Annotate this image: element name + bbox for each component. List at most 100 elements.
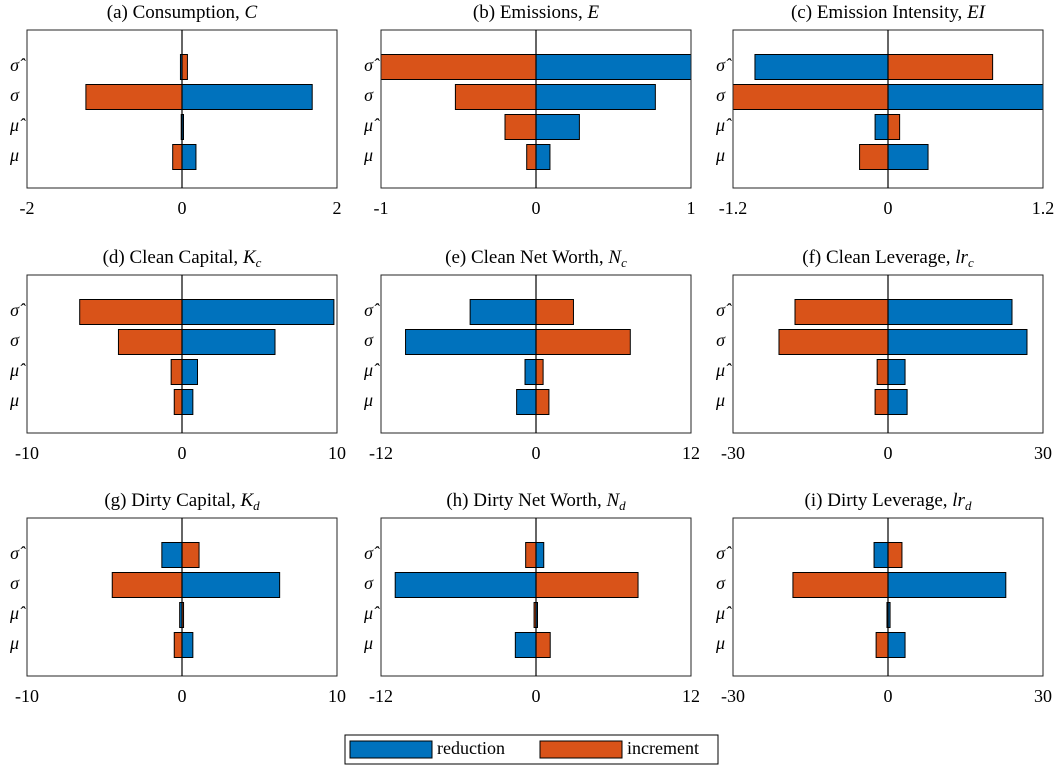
bar <box>887 359 906 385</box>
bar <box>172 144 183 170</box>
x-tick-label: 0 <box>532 198 541 218</box>
bar <box>535 632 551 658</box>
y-tick-label: μ <box>9 633 19 653</box>
panel-title: (a) Consumption, C <box>107 2 258 23</box>
bar <box>754 54 889 80</box>
x-tick-label: 0 <box>884 443 893 463</box>
y-tick-label: σ̂ <box>10 300 26 320</box>
bar <box>380 54 537 80</box>
bar <box>117 329 183 355</box>
bar <box>887 632 906 658</box>
y-tick-label: σ̂ <box>716 55 732 75</box>
bar <box>535 54 692 80</box>
bar <box>535 359 544 385</box>
title-symbol: N <box>607 247 622 268</box>
title-text: (b) Emissions, <box>473 2 588 23</box>
x-tick-label: 10 <box>328 686 346 706</box>
title-symbol: EI <box>966 2 987 23</box>
panel-title: (i) Dirty Leverage, lrd <box>805 490 972 513</box>
bar <box>876 359 889 385</box>
x-tick-label: -12 <box>369 443 393 463</box>
x-tick-label: 0 <box>532 686 541 706</box>
bar <box>454 84 537 110</box>
bar <box>535 329 631 355</box>
x-tick-label: 30 <box>1034 443 1052 463</box>
y-tick-label: μ̂ <box>363 603 380 623</box>
legend-swatch <box>349 740 433 759</box>
bar <box>535 299 574 325</box>
x-tick-label: -30 <box>721 443 745 463</box>
title-symbol: lr <box>952 490 965 511</box>
x-tick-label: 0 <box>178 443 187 463</box>
bar <box>524 359 537 385</box>
bar <box>887 54 994 80</box>
bar <box>887 114 901 140</box>
x-tick-label: -1.2 <box>719 198 748 218</box>
y-tick-label: σ̂ <box>364 543 380 563</box>
bar <box>887 329 1028 355</box>
bar <box>874 389 889 415</box>
bar <box>394 572 537 598</box>
y-tick-label: σ <box>716 330 726 350</box>
bar <box>526 144 537 170</box>
x-tick-label: 0 <box>884 198 893 218</box>
bar <box>170 359 183 385</box>
x-tick-label: 0 <box>178 686 187 706</box>
y-tick-label: μ̂ <box>363 115 380 135</box>
bar <box>173 389 183 415</box>
y-tick-label: σ̂ <box>364 300 380 320</box>
bar <box>181 542 200 568</box>
title-text: (i) Dirty Leverage, <box>805 490 953 511</box>
title-symbol: K <box>239 490 254 511</box>
y-tick-label: μ <box>363 390 373 410</box>
bar <box>792 572 889 598</box>
title-text: (h) Dirty Net Worth, <box>446 490 606 511</box>
title-text: (g) Dirty Capital, <box>104 490 240 511</box>
bar <box>732 84 889 110</box>
y-tick-label: μ <box>9 390 19 410</box>
x-tick-label: 1.2 <box>1032 198 1055 218</box>
y-tick-label: σ <box>716 85 726 105</box>
title-text: (d) Clean Capital, <box>103 247 243 268</box>
bar <box>181 84 313 110</box>
x-tick-label: -10 <box>15 686 39 706</box>
bar <box>873 542 889 568</box>
bar <box>535 144 551 170</box>
bar <box>181 572 281 598</box>
x-tick-label: -1 <box>374 198 389 218</box>
legend-label: increment <box>627 738 699 758</box>
panel-title: (d) Clean Capital, Kc <box>103 247 262 270</box>
x-tick-label: -12 <box>369 686 393 706</box>
bar <box>535 84 656 110</box>
title-symbol: E <box>586 2 599 23</box>
bar <box>405 329 537 355</box>
x-tick-label: -10 <box>15 443 39 463</box>
x-tick-label: 0 <box>178 198 187 218</box>
title-subscript: d <box>619 498 626 513</box>
x-tick-label: 0 <box>884 686 893 706</box>
bar <box>111 572 183 598</box>
bar <box>173 632 183 658</box>
bar <box>504 114 537 140</box>
bar <box>181 144 197 170</box>
bar <box>875 632 889 658</box>
legend-label: reduction <box>437 738 505 758</box>
title-text: (f) Clean Leverage, <box>802 247 955 268</box>
legend-swatch <box>539 740 623 759</box>
bar <box>181 299 335 325</box>
bar <box>79 299 183 325</box>
bar <box>181 632 194 658</box>
y-tick-label: μ̂ <box>715 115 732 135</box>
title-symbol: C <box>245 2 258 23</box>
bar <box>887 84 1044 110</box>
x-tick-label: 1 <box>687 198 696 218</box>
title-subscript: c <box>968 255 974 270</box>
panel-title: (g) Dirty Capital, Kd <box>104 490 260 513</box>
x-tick-label: 0 <box>532 443 541 463</box>
y-tick-label: σ <box>364 573 374 593</box>
y-tick-label: μ̂ <box>9 115 26 135</box>
y-tick-label: σ̂ <box>716 543 732 563</box>
x-tick-label: 10 <box>328 443 346 463</box>
